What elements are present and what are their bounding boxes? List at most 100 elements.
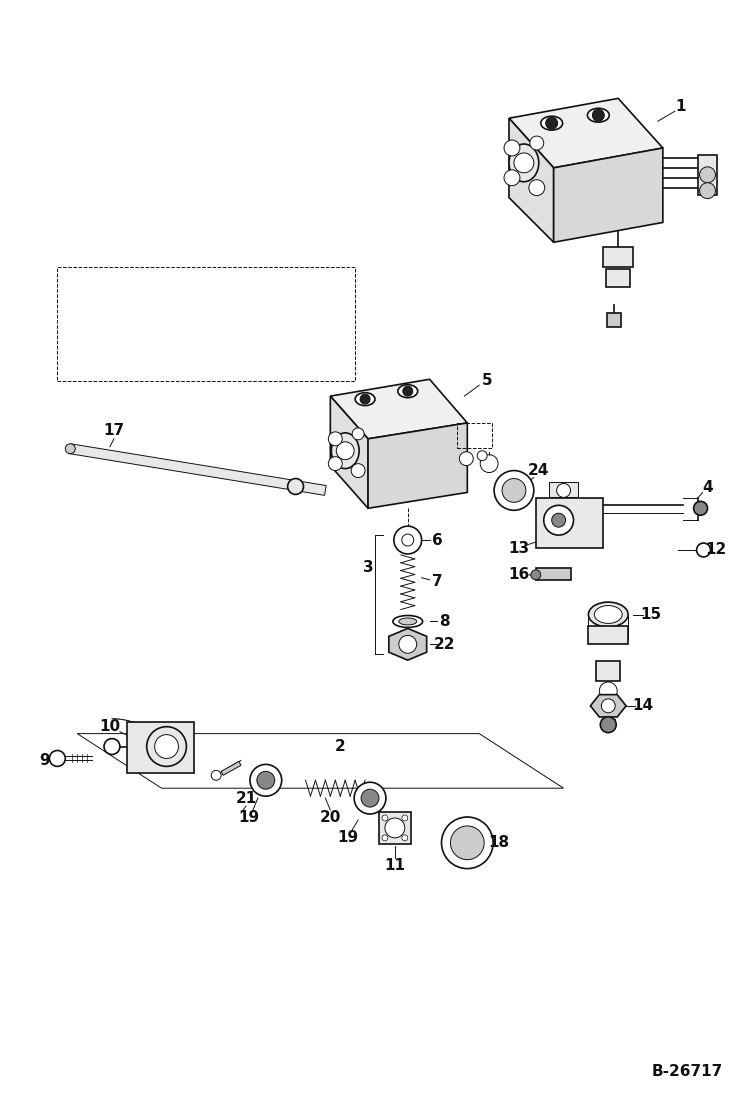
Polygon shape [509,118,554,242]
Circle shape [336,442,354,460]
Bar [607,313,621,327]
Circle shape [351,464,365,477]
Circle shape [382,835,388,840]
Bar [603,247,633,267]
Circle shape [514,152,534,173]
Circle shape [592,110,604,121]
Circle shape [65,444,75,454]
Bar [549,483,578,497]
Circle shape [504,140,520,156]
Text: 7: 7 [432,574,443,589]
Text: 17: 17 [103,423,124,439]
Circle shape [697,543,711,557]
Text: 10: 10 [100,720,121,734]
Circle shape [694,501,708,516]
Circle shape [480,454,498,473]
Circle shape [441,817,493,869]
Text: 21: 21 [235,791,257,805]
Circle shape [544,506,574,535]
Circle shape [700,167,715,183]
Text: 3: 3 [363,561,373,575]
Ellipse shape [589,602,628,626]
Polygon shape [70,444,326,496]
Circle shape [531,569,541,580]
Polygon shape [330,396,368,508]
Circle shape [504,170,520,185]
Circle shape [552,513,565,528]
Bar [536,498,603,548]
Circle shape [611,270,625,284]
Circle shape [401,815,407,821]
Ellipse shape [355,393,375,406]
Circle shape [147,726,187,767]
Circle shape [385,818,404,838]
Polygon shape [368,423,467,508]
Text: 2: 2 [335,739,345,754]
Text: 19: 19 [238,811,259,825]
Bar [458,423,492,448]
Bar [589,626,628,644]
Ellipse shape [398,385,418,397]
Circle shape [477,451,487,461]
Bar [606,269,630,287]
Text: 9: 9 [39,753,49,768]
Ellipse shape [541,116,562,131]
Polygon shape [389,629,427,660]
Text: 11: 11 [384,858,405,873]
Bar [536,568,571,580]
Circle shape [250,765,282,796]
Ellipse shape [398,618,416,625]
Circle shape [352,428,364,440]
Text: 1: 1 [676,99,686,114]
Circle shape [599,682,617,700]
Circle shape [360,394,370,404]
Circle shape [450,826,484,860]
Circle shape [394,527,422,554]
Circle shape [546,117,558,129]
Circle shape [557,484,571,497]
Ellipse shape [393,615,422,627]
Polygon shape [509,99,663,168]
Text: 12: 12 [705,543,726,557]
Circle shape [49,750,65,767]
Text: 13: 13 [509,541,530,555]
Circle shape [154,735,178,758]
Text: 4: 4 [703,480,713,495]
Circle shape [288,478,303,495]
Polygon shape [590,694,626,717]
Polygon shape [554,148,663,242]
Circle shape [328,432,342,445]
Text: 15: 15 [640,607,661,622]
Bar [127,722,194,773]
Circle shape [401,534,413,546]
Circle shape [104,738,120,755]
Circle shape [361,789,379,807]
Bar [58,267,355,382]
Circle shape [401,835,407,840]
Text: 19: 19 [338,830,359,846]
Circle shape [403,386,413,396]
Circle shape [257,771,275,789]
Ellipse shape [331,433,359,468]
Circle shape [494,471,534,510]
Circle shape [211,770,221,780]
Ellipse shape [509,144,539,182]
Text: 18: 18 [488,835,509,850]
Ellipse shape [595,606,622,623]
Text: 20: 20 [320,811,341,825]
Text: 5: 5 [482,373,493,387]
Circle shape [398,635,416,653]
Ellipse shape [587,109,609,122]
Text: 22: 22 [434,636,455,652]
Bar [596,661,620,681]
Circle shape [354,782,386,814]
Bar [697,155,718,194]
Circle shape [700,183,715,199]
Circle shape [502,478,526,502]
Polygon shape [330,380,467,439]
Polygon shape [221,761,241,776]
Circle shape [459,452,473,465]
Text: 14: 14 [632,699,654,713]
Circle shape [529,180,545,195]
Circle shape [530,136,544,150]
